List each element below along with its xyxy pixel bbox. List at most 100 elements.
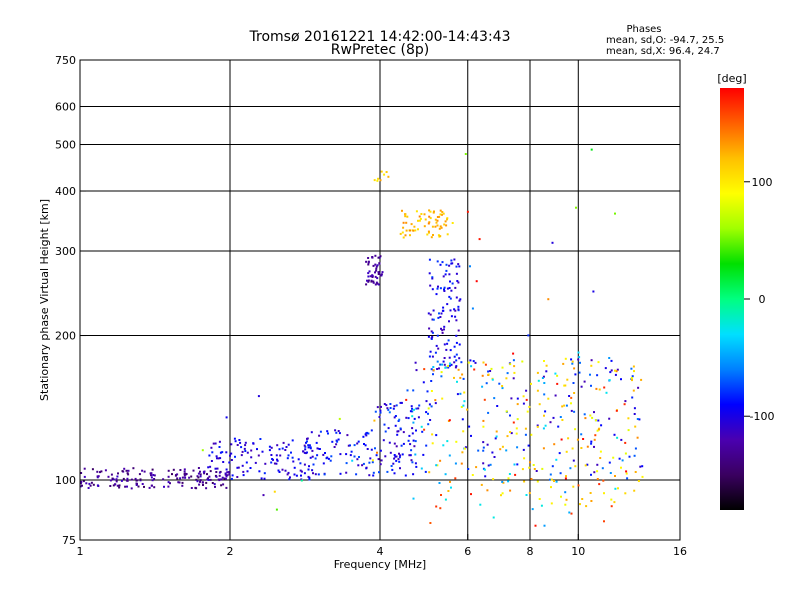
data-point [460,406,463,408]
data-point [420,425,423,428]
data-point [387,175,390,178]
data-point [402,221,405,224]
data-point [581,498,584,500]
data-point [448,356,451,359]
data-point [319,430,322,433]
data-point [499,448,502,451]
data-point [435,344,438,347]
data-point [397,420,400,422]
data-point [302,450,305,453]
data-point [293,473,296,476]
data-point [426,233,429,236]
data-point [335,443,338,446]
data-point [617,487,619,490]
data-point [455,334,458,337]
y-tick-label: 400 [55,185,76,198]
data-point [374,263,377,266]
data-point [172,468,175,471]
data-point [522,402,525,405]
data-point [218,471,221,474]
data-point [640,378,643,381]
data-point [560,495,562,498]
data-point [443,286,446,289]
data-point [135,482,138,485]
data-point [482,441,485,444]
data-point [436,224,439,227]
data-point [310,431,313,434]
data-point [285,446,288,448]
data-point [244,450,247,452]
data-point [190,475,193,478]
data-point [256,448,258,451]
data-point [610,359,613,362]
data-point [604,367,607,370]
data-point [558,452,561,455]
data-point [122,477,125,480]
data-point [297,458,300,461]
data-point [377,256,380,259]
data-point [241,450,244,453]
data-point [370,429,373,432]
data-point [330,455,333,458]
data-point [557,425,560,428]
data-point [442,275,445,278]
data-point [399,467,401,470]
data-point [150,472,153,475]
data-point [201,449,204,452]
data-point [181,476,184,479]
data-point [435,464,438,467]
data-point [469,359,472,362]
data-point [614,373,617,376]
data-point [230,443,233,446]
data-point [153,478,156,480]
data-point [241,464,244,467]
data-point [411,410,414,413]
data-point [516,403,519,406]
data-point [355,473,358,476]
data-point [429,217,432,220]
data-point [389,451,392,454]
data-point [427,412,429,415]
data-point [593,445,595,448]
data-point [442,360,445,363]
data-point [109,485,112,487]
data-point [286,473,289,476]
data-point [560,438,563,441]
data-point [585,505,588,508]
data-point [225,486,228,489]
data-point [589,373,591,376]
data-point [99,471,101,474]
data-point [595,387,598,390]
data-point [633,454,636,457]
data-point [579,503,581,506]
data-point [608,357,611,359]
data-point [435,293,438,296]
x-tick-label: 6 [464,545,471,558]
data-point [471,307,474,310]
data-point [533,468,536,470]
data-point [369,457,372,460]
data-point [316,447,319,450]
data-point [439,287,442,290]
data-point [363,443,365,445]
data-point [610,505,613,508]
data-point [455,272,458,275]
data-point [219,478,222,481]
data-point [438,227,441,230]
data-point [318,448,321,450]
data-point [305,452,307,455]
data-point [394,424,397,427]
data-point [423,213,426,216]
data-point [439,363,442,366]
data-point [303,463,306,466]
data-point [456,280,459,282]
data-point [639,465,642,468]
data-point [366,431,369,434]
data-point [214,485,216,488]
data-point [209,478,212,481]
data-point [195,478,198,481]
data-point [530,382,532,385]
data-point [620,466,622,469]
data-point [351,459,354,462]
data-point [427,423,430,426]
